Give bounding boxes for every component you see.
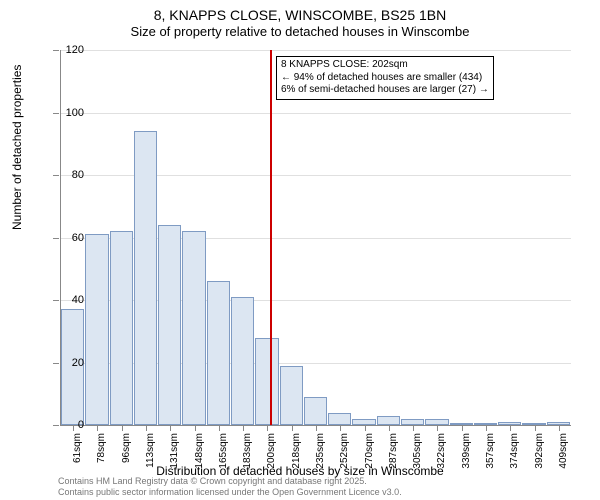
histogram-bar [280,366,303,425]
x-tick-label: 357sqm [485,433,496,473]
x-tick-label: 235sqm [315,433,326,473]
footer-text: Contains HM Land Registry data © Crown c… [58,476,402,498]
y-tick-label: 20 [72,357,84,369]
x-tick [365,425,366,431]
x-tick [219,425,220,431]
x-tick [340,425,341,431]
x-tick-label: 270sqm [364,433,375,473]
histogram-bar [182,231,205,425]
grid-line [61,50,571,51]
y-tick-label: 120 [66,44,84,56]
histogram-bar [85,234,108,425]
x-tick-label: 148sqm [194,433,205,473]
x-tick-label: 78sqm [96,433,107,473]
x-tick [73,425,74,431]
x-tick [510,425,511,431]
histogram-bar [377,416,400,425]
x-tick-label: 305sqm [412,433,423,473]
x-tick [243,425,244,431]
x-tick-label: 322sqm [436,433,447,473]
x-tick-label: 374sqm [509,433,520,473]
histogram-bar [207,281,230,425]
x-tick [559,425,560,431]
y-tick [53,300,59,301]
histogram-bar [110,231,133,425]
histogram-bar [231,297,254,425]
x-tick [97,425,98,431]
y-tick-label: 0 [78,419,84,431]
x-tick-label: 131sqm [169,433,180,473]
y-tick-label: 100 [66,107,84,119]
y-tick-label: 80 [72,169,84,181]
x-tick [122,425,123,431]
x-tick [146,425,147,431]
y-tick [53,50,59,51]
chart-title: 8, KNAPPS CLOSE, WINSCOMBE, BS25 1BN [0,0,600,24]
y-tick [53,238,59,239]
x-tick-label: 287sqm [388,433,399,473]
footer-line: Contains HM Land Registry data © Crown c… [58,476,402,487]
y-tick [53,425,59,426]
x-tick [170,425,171,431]
x-tick-label: 339sqm [461,433,472,473]
x-tick-label: 409sqm [558,433,569,473]
chart-container: 8, KNAPPS CLOSE, WINSCOMBE, BS25 1BN Siz… [0,0,600,500]
x-tick-label: 392sqm [534,433,545,473]
annotation-line: 8 KNAPPS CLOSE: 202sqm [281,59,489,72]
histogram-bar [304,397,327,425]
annotation-line: 6% of semi-detached houses are larger (2… [281,84,489,97]
x-tick-label: 61sqm [72,433,83,473]
x-tick [389,425,390,431]
y-tick [53,363,59,364]
x-tick-label: 113sqm [145,433,156,473]
histogram-bar [134,131,157,425]
annotation-line: ← 94% of detached houses are smaller (43… [281,72,489,85]
x-tick [462,425,463,431]
x-tick-label: 183sqm [242,433,253,473]
x-tick-label: 96sqm [121,433,132,473]
histogram-bar [328,413,351,426]
x-tick [267,425,268,431]
footer-line: Contains public sector information licen… [58,487,402,498]
annotation-box: 8 KNAPPS CLOSE: 202sqm ← 94% of detached… [276,56,494,100]
x-tick-label: 165sqm [218,433,229,473]
marker-line [270,50,272,425]
chart-subtitle: Size of property relative to detached ho… [0,24,600,39]
y-axis-title: Number of detached properties [10,65,24,230]
x-tick-label: 218sqm [291,433,302,473]
y-tick-label: 60 [72,232,84,244]
y-tick [53,175,59,176]
x-tick-label: 200sqm [266,433,277,473]
grid-line [61,113,571,114]
x-tick [486,425,487,431]
x-tick [195,425,196,431]
x-tick [413,425,414,431]
histogram-bar [158,225,181,425]
x-tick-label: 252sqm [339,433,350,473]
histogram-bar [255,338,278,426]
plot-area: 8 KNAPPS CLOSE: 202sqm ← 94% of detached… [60,50,571,426]
x-tick [535,425,536,431]
x-tick [437,425,438,431]
x-tick [316,425,317,431]
y-tick [53,113,59,114]
y-tick-label: 40 [72,294,84,306]
x-tick [292,425,293,431]
